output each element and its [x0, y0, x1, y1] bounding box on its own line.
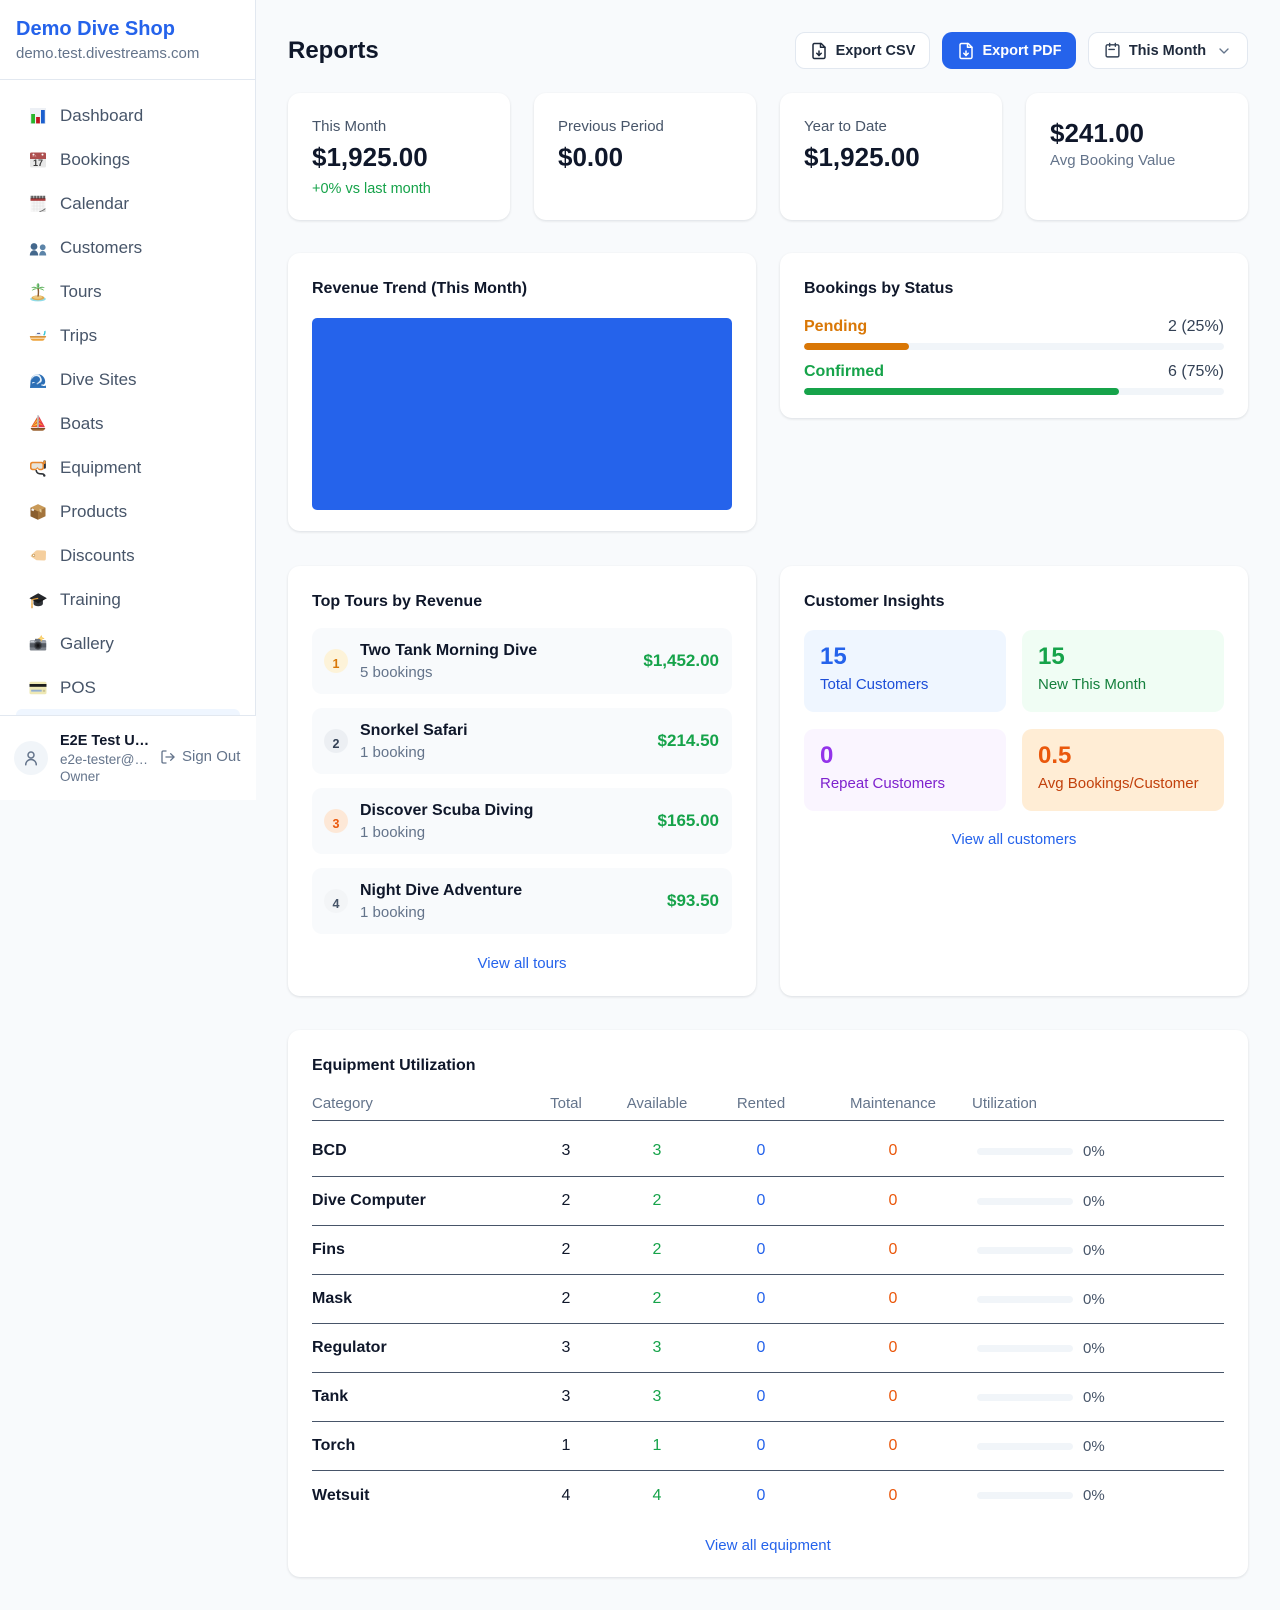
svg-text:17: 17: [33, 158, 43, 168]
